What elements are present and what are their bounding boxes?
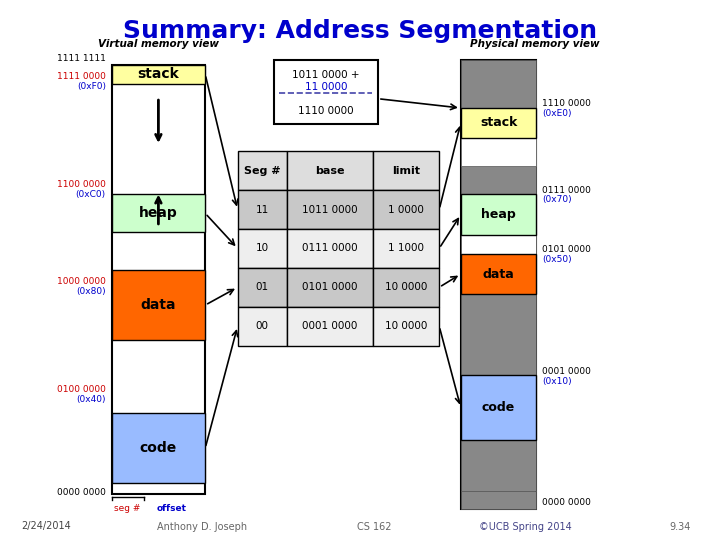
Text: stack: stack xyxy=(138,68,179,81)
Bar xyxy=(238,268,287,307)
Text: (0x70): (0x70) xyxy=(542,195,572,204)
Text: code: code xyxy=(482,401,516,414)
Bar xyxy=(112,270,205,340)
Text: (0x50): (0x50) xyxy=(542,255,572,264)
Bar xyxy=(373,307,439,346)
Bar xyxy=(461,108,536,138)
Text: base: base xyxy=(315,166,344,176)
Bar xyxy=(373,268,439,307)
Text: (0x80): (0x80) xyxy=(76,287,106,296)
Text: CS 162: CS 162 xyxy=(357,522,392,531)
Text: 1011 0000: 1011 0000 xyxy=(302,205,358,214)
Text: 1110 0000: 1110 0000 xyxy=(542,99,591,108)
Bar xyxy=(287,190,373,229)
Text: 0111 0000: 0111 0000 xyxy=(302,244,358,253)
Bar xyxy=(287,268,373,307)
Bar xyxy=(112,413,205,483)
Text: 0000 0000: 0000 0000 xyxy=(542,498,591,507)
Text: 1100 0000: 1100 0000 xyxy=(57,180,106,189)
Bar xyxy=(461,440,536,491)
Text: 11 0000: 11 0000 xyxy=(305,82,347,92)
Bar xyxy=(461,375,536,440)
Text: Virtual memory view: Virtual memory view xyxy=(98,38,219,49)
Text: data: data xyxy=(482,267,515,281)
Bar xyxy=(461,235,536,254)
Text: 10 0000: 10 0000 xyxy=(385,282,427,292)
Text: 00: 00 xyxy=(256,321,269,331)
Text: 2/24/2014: 2/24/2014 xyxy=(22,522,71,531)
Text: 1000 0000: 1000 0000 xyxy=(57,278,106,286)
Bar xyxy=(461,194,536,235)
Bar xyxy=(373,190,439,229)
Text: 1110 0000: 1110 0000 xyxy=(298,106,354,116)
Text: 0001 0000: 0001 0000 xyxy=(302,321,357,331)
Bar xyxy=(287,307,373,346)
Bar xyxy=(274,60,378,124)
Text: Anthony D. Joseph: Anthony D. Joseph xyxy=(156,522,247,531)
Text: Summary: Address Segmentation: Summary: Address Segmentation xyxy=(123,19,597,43)
Text: seg #: seg # xyxy=(114,504,140,513)
Text: Seg #: Seg # xyxy=(244,166,280,176)
Bar xyxy=(373,229,439,268)
Text: limit: limit xyxy=(392,166,420,176)
Text: ©UCB Spring 2014: ©UCB Spring 2014 xyxy=(480,522,572,531)
Text: 0101 0000: 0101 0000 xyxy=(302,282,358,292)
Bar xyxy=(461,138,536,194)
Text: data: data xyxy=(140,298,176,312)
Text: (0x40): (0x40) xyxy=(76,395,106,404)
Text: 0100 0000: 0100 0000 xyxy=(57,386,106,394)
Text: heap: heap xyxy=(481,208,516,221)
Text: 1 0000: 1 0000 xyxy=(388,205,424,214)
Bar xyxy=(112,65,205,494)
Text: (0x10): (0x10) xyxy=(542,377,572,386)
Bar xyxy=(287,229,373,268)
Text: 01: 01 xyxy=(256,282,269,292)
Bar xyxy=(287,151,373,190)
Text: 1011 0000 +: 1011 0000 + xyxy=(292,70,359,80)
Bar xyxy=(238,229,287,268)
Bar xyxy=(112,194,205,232)
Text: 1 1000: 1 1000 xyxy=(388,244,424,253)
Text: Physical memory view: Physical memory view xyxy=(469,38,600,49)
Bar xyxy=(461,138,536,166)
Text: 0001 0000: 0001 0000 xyxy=(542,367,591,376)
Text: (0xC0): (0xC0) xyxy=(76,190,106,199)
Bar xyxy=(461,491,536,509)
Text: 10: 10 xyxy=(256,244,269,253)
Text: 9.34: 9.34 xyxy=(670,522,691,531)
Text: (0xF0): (0xF0) xyxy=(77,82,106,91)
Text: 1111 1111: 1111 1111 xyxy=(57,54,106,63)
Text: 0111 0000: 0111 0000 xyxy=(542,186,591,194)
Bar xyxy=(461,60,536,108)
Bar xyxy=(112,65,205,84)
Bar xyxy=(238,190,287,229)
Text: 0000 0000: 0000 0000 xyxy=(57,488,106,497)
Text: 0101 0000: 0101 0000 xyxy=(542,245,591,254)
Bar xyxy=(373,151,439,190)
Text: 1111 0000: 1111 0000 xyxy=(57,72,106,81)
Bar xyxy=(238,151,287,190)
Bar xyxy=(461,254,536,294)
Text: 10 0000: 10 0000 xyxy=(385,321,427,331)
Text: offset: offset xyxy=(157,504,187,513)
Bar xyxy=(461,294,536,375)
Text: heap: heap xyxy=(139,206,178,220)
Text: (0xE0): (0xE0) xyxy=(542,109,572,118)
Text: stack: stack xyxy=(480,116,517,130)
Text: code: code xyxy=(140,441,177,455)
Bar xyxy=(238,307,287,346)
Text: 11: 11 xyxy=(256,205,269,214)
Bar xyxy=(461,60,536,509)
